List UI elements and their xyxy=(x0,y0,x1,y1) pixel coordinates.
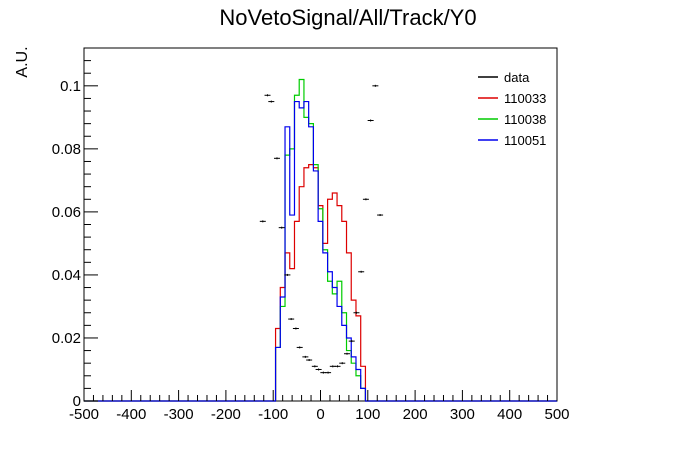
legend-label: data xyxy=(504,70,530,85)
series-110038-line xyxy=(84,78,557,402)
y-tick-label: 0.02 xyxy=(52,330,81,347)
series-110033-line xyxy=(84,164,557,402)
legend-label: 110033 xyxy=(504,91,546,106)
x-tick-label: 100 xyxy=(355,406,380,423)
legend-label: 110051 xyxy=(504,133,546,148)
y-tick-label: 0.04 xyxy=(52,267,81,284)
x-tick-label: -100 xyxy=(258,406,288,423)
x-tick-label: 300 xyxy=(450,406,475,423)
legend-label: 110038 xyxy=(504,112,546,127)
y-tick-label: 0 xyxy=(73,393,81,410)
x-tick-label: -500 xyxy=(69,406,99,423)
x-tick-label: -200 xyxy=(211,406,241,423)
x-tick-label: -400 xyxy=(116,406,146,423)
y-tick-label: 0.1 xyxy=(60,78,81,95)
chart-title: NoVetoSignal/All/Track/Y0 xyxy=(219,5,476,30)
y-tick-label: 0.08 xyxy=(52,141,81,158)
x-tick-label: 200 xyxy=(403,406,428,423)
x-tick-label: 500 xyxy=(544,406,569,423)
x-tick-label: 400 xyxy=(497,406,522,423)
x-tick-label: 0 xyxy=(316,406,324,423)
y-tick-label: 0.06 xyxy=(52,204,81,221)
x-tick-label: -300 xyxy=(164,406,194,423)
legend: data 110033 110038 110051 xyxy=(478,70,546,148)
plot-curves xyxy=(84,78,557,402)
series-110051-line xyxy=(84,100,557,402)
y-axis-label: A.U. xyxy=(14,46,31,77)
plot-axes: -500 -400 -300 -200 -100 0 100 200 300 400 500 0 0.0… xyxy=(52,47,570,423)
